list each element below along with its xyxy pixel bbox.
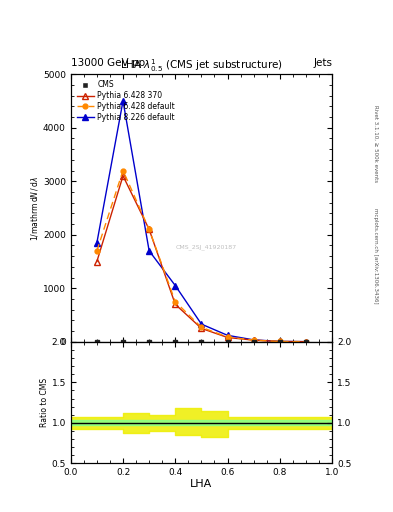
X-axis label: LHA: LHA	[190, 479, 213, 488]
Text: Rivet 3.1.10, ≥ 500k events: Rivet 3.1.10, ≥ 500k events	[373, 105, 378, 182]
Text: 13000 GeV pp: 13000 GeV pp	[71, 57, 145, 68]
Text: mcplots.cern.ch [arXiv:1306.3436]: mcplots.cern.ch [arXiv:1306.3436]	[373, 208, 378, 304]
Text: CMS_2SJ_41920187: CMS_2SJ_41920187	[176, 244, 237, 250]
Legend: CMS, Pythia 6.428 370, Pythia 6.428 default, Pythia 8.226 default: CMS, Pythia 6.428 370, Pythia 6.428 defa…	[75, 78, 178, 124]
Y-axis label: $\mathrm{1 / mathrm\, d}N\,/\,\mathrm{d}\lambda$: $\mathrm{1 / mathrm\, d}N\,/\,\mathrm{d}…	[29, 175, 40, 241]
Y-axis label: Ratio to CMS: Ratio to CMS	[40, 378, 49, 427]
Title: LHA $\lambda^{1}_{0.5}$ (CMS jet substructure): LHA $\lambda^{1}_{0.5}$ (CMS jet substru…	[120, 57, 283, 74]
Text: Jets: Jets	[313, 57, 332, 68]
